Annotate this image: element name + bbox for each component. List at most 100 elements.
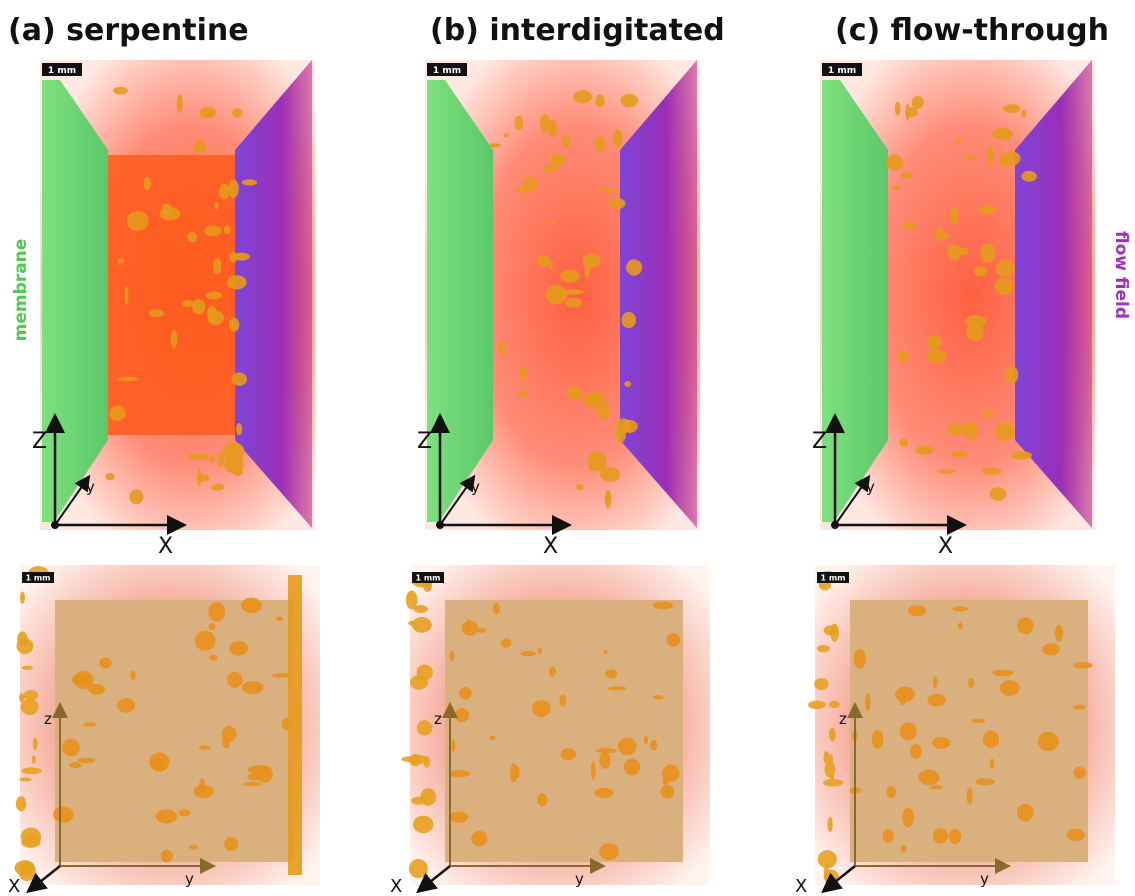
axis-label: X <box>390 876 402 896</box>
particle <box>125 286 129 305</box>
particle <box>967 788 973 805</box>
axis-label: Z <box>812 429 827 454</box>
axis-label: y <box>980 870 989 888</box>
particle <box>829 701 840 708</box>
particle <box>171 330 177 349</box>
particle <box>653 601 673 609</box>
particle <box>109 405 126 420</box>
particle <box>72 674 87 685</box>
particle <box>19 693 24 702</box>
particle <box>984 410 993 418</box>
scale-bar-label: 1 mm <box>820 574 845 583</box>
edge-deposit <box>288 575 302 875</box>
axis-origin <box>51 521 59 529</box>
particle <box>117 698 135 713</box>
particle <box>231 373 247 386</box>
particle <box>411 797 427 805</box>
particle <box>562 134 570 148</box>
particle <box>78 758 95 763</box>
particle <box>228 180 239 198</box>
particle <box>208 311 224 325</box>
particle <box>949 829 961 845</box>
particle <box>1074 767 1086 779</box>
particle <box>905 107 918 117</box>
particle <box>449 770 471 777</box>
particle <box>53 806 73 822</box>
particle <box>595 95 604 108</box>
axis-label: y <box>471 478 480 496</box>
particle <box>412 617 432 633</box>
particle <box>200 107 216 118</box>
particle <box>988 145 994 164</box>
particle <box>624 381 631 387</box>
particle <box>409 859 428 878</box>
particle <box>149 309 164 317</box>
particle <box>241 598 261 614</box>
particle <box>156 809 178 823</box>
particle <box>912 96 924 109</box>
particle <box>565 298 583 308</box>
particle <box>550 154 566 166</box>
particle <box>883 829 894 843</box>
particle <box>899 438 908 447</box>
particle <box>214 202 218 210</box>
axis-label: Z <box>32 429 47 454</box>
particle <box>14 860 35 875</box>
particle <box>197 468 201 486</box>
particle <box>195 631 216 651</box>
particle <box>559 695 566 707</box>
particle <box>952 606 968 611</box>
particle <box>32 755 36 764</box>
axis-label: y <box>866 478 875 496</box>
particle <box>33 737 38 750</box>
particle <box>189 845 199 849</box>
particle <box>455 708 469 722</box>
axis-label: X <box>158 534 173 559</box>
particle <box>179 809 191 816</box>
flow-field-label: flow field <box>1111 231 1131 319</box>
particle <box>586 395 601 401</box>
particle <box>621 312 636 328</box>
particle <box>830 774 834 780</box>
particle <box>206 292 222 300</box>
particle <box>129 489 143 504</box>
particle <box>21 827 41 846</box>
particle <box>451 739 455 751</box>
particle <box>823 779 843 787</box>
particle <box>916 446 935 455</box>
particle <box>16 638 33 654</box>
particle <box>514 116 523 130</box>
particle <box>551 220 555 224</box>
figure: membrane flow field (a) serpentine(b) in… <box>0 0 1135 896</box>
particle <box>501 638 512 647</box>
particle <box>242 681 264 694</box>
particle <box>162 204 173 215</box>
particle <box>208 623 215 630</box>
particle <box>118 377 138 382</box>
particle <box>514 766 519 779</box>
particle <box>947 423 964 435</box>
particle <box>413 816 433 834</box>
particle <box>192 299 205 314</box>
electrode-square <box>445 600 683 862</box>
particle <box>817 645 830 652</box>
particle <box>1005 366 1018 384</box>
particle <box>490 736 496 740</box>
particle <box>212 484 225 491</box>
particle <box>1067 829 1085 841</box>
particle <box>966 155 974 161</box>
particle <box>1042 643 1059 655</box>
particle <box>932 737 950 749</box>
particle <box>951 451 967 457</box>
particle <box>950 206 959 224</box>
particle <box>561 748 577 760</box>
panel-title: (c) flow-through <box>835 13 1109 48</box>
scale-bar-label: 1 mm <box>48 66 76 76</box>
particle <box>892 185 900 189</box>
particle <box>62 739 80 756</box>
particle <box>467 619 472 632</box>
particle <box>88 684 105 695</box>
particle <box>599 843 619 860</box>
particle <box>667 633 680 647</box>
particle <box>20 592 25 604</box>
